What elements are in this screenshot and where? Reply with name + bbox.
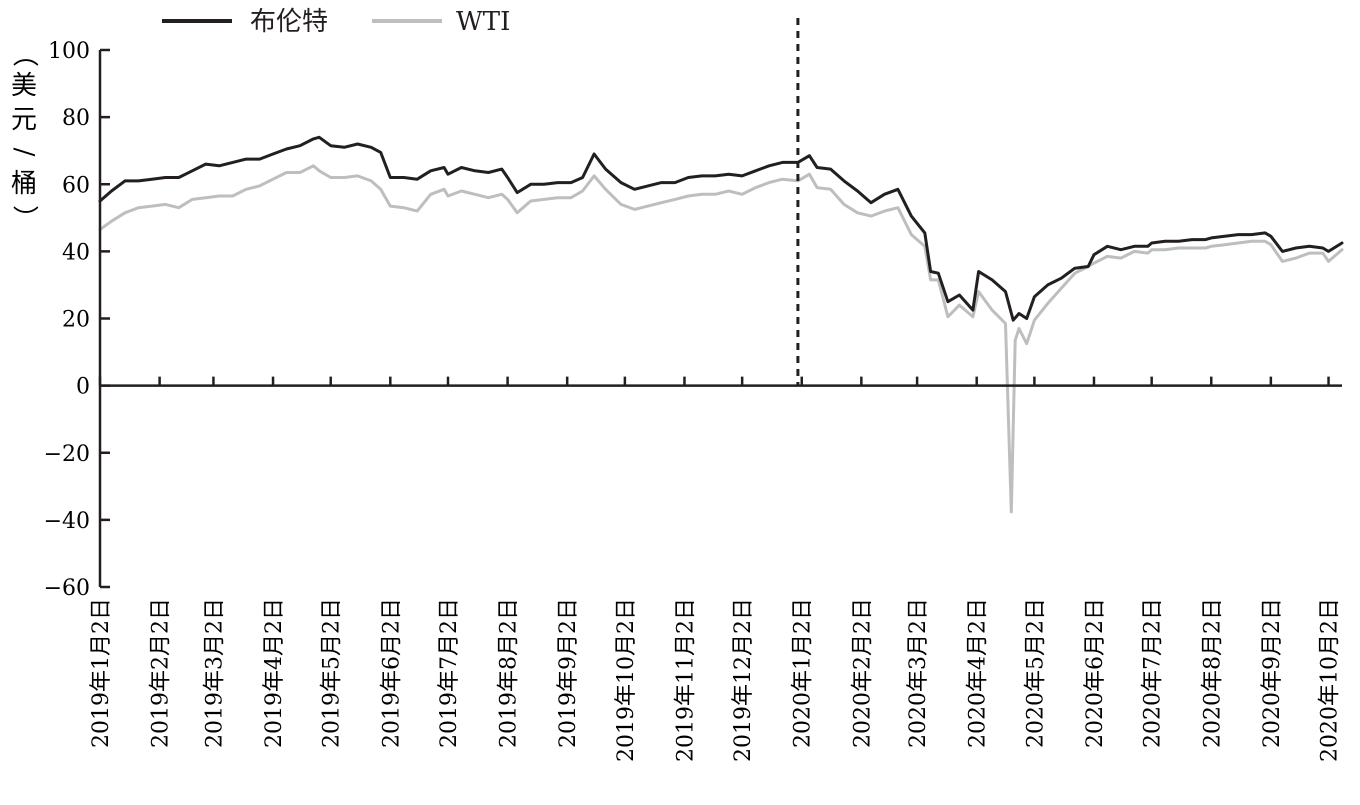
x-tick-label: 2020年7月2日 [1141, 598, 1166, 748]
series-lines [98, 135, 1344, 514]
y-axis-label-char: ） [9, 205, 39, 231]
y-tick-label: 80 [62, 106, 90, 131]
series-line-wti [98, 164, 1344, 514]
y-axis-label: （ 美元 / 桶 ） [9, 41, 39, 231]
x-axis-ticks: 2019年1月2日 2019年2月2日 2019年3月2日 2019年4月2日 2019… [89, 376, 1343, 762]
x-tick-label: 2019年1月2日 [89, 598, 114, 748]
y-tick-label: 100 [48, 39, 90, 64]
y-tick-label: −40 [44, 509, 90, 534]
x-tick-label: 2019年5月2日 [320, 598, 345, 748]
legend: 布伦特 WTI [162, 7, 510, 37]
x-tick-label: 2020年9月2日 [1260, 598, 1285, 748]
x-tick-label: 2020年4月2日 [966, 598, 991, 748]
x-tick-label: 2020年1月2日 [791, 598, 816, 748]
y-tick-label: 40 [62, 240, 90, 265]
y-tick-label: −20 [44, 442, 90, 467]
x-tick-label: 2020年6月2日 [1083, 598, 1108, 748]
x-tick-label: 2020年10月2日 [1318, 598, 1343, 762]
y-axis-label-char: 元 [11, 105, 37, 135]
y-axis-label-char: / [9, 148, 39, 157]
x-tick-label: 2019年12月2日 [731, 598, 756, 762]
x-tick-label: 2019年7月2日 [437, 598, 462, 748]
x-tick-label: 2019年11月2日 [673, 598, 698, 762]
legend-label-wti: WTI [456, 7, 510, 37]
y-axis-label-char: 美 [11, 71, 37, 101]
y-axis-label-char: 桶 [11, 169, 37, 199]
axes [98, 50, 1342, 587]
y-tick-label: 0 [76, 375, 90, 400]
x-tick-label: 2019年3月2日 [202, 598, 227, 748]
y-tick-label: 20 [62, 308, 90, 333]
series-line-brent [98, 135, 1344, 322]
x-tick-label: 2020年8月2日 [1200, 598, 1225, 748]
y-axis-label-char: （ [9, 41, 39, 67]
x-tick-label: 2020年3月2日 [906, 598, 931, 748]
y-tick-label: −60 [44, 576, 90, 601]
x-tick-label: 2019年8月2日 [497, 598, 522, 748]
x-tick-label: 2020年5月2日 [1023, 598, 1048, 748]
x-tick-label: 2019年10月2日 [614, 598, 639, 762]
x-tick-label: 2019年4月2日 [262, 598, 287, 748]
legend-label-brent: 布伦特 [250, 7, 328, 37]
x-tick-label: 2019年2月2日 [149, 598, 174, 748]
x-tick-label: 2020年2月2日 [850, 598, 875, 748]
y-tick-label: 60 [62, 173, 90, 198]
x-tick-label: 2019年6月2日 [379, 598, 404, 748]
x-tick-label: 2019年9月2日 [556, 598, 581, 748]
